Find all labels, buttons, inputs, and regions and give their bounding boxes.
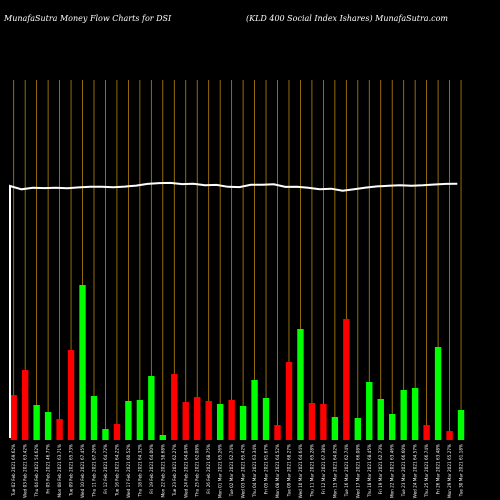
money-flow-bar: [251, 380, 258, 440]
money-flow-bar: [239, 406, 247, 440]
money-flow-bar: [274, 425, 281, 440]
money-flow-bar: [56, 419, 63, 440]
x-tick-label: Wed 17 Mar 2021 66.08%: [355, 444, 360, 498]
money-flow-bar: [102, 429, 109, 440]
x-tick-label: Tue 09 Mar 2021 68.27%: [286, 444, 291, 497]
chart-title-left: MunafaSutra Money Flow Charts for DSI: [3, 14, 172, 23]
x-tick-label: Wed 10 Feb 2021 67.45%: [80, 444, 85, 498]
x-tick-label: Mon 22 Feb 2021 58.68%: [160, 444, 165, 498]
money-flow-bar: [343, 319, 350, 440]
money-flow-bar: [400, 390, 407, 440]
money-flow-bars: [10, 285, 465, 440]
x-tick-label: Tue 23 Feb 2021 62.27%: [172, 444, 177, 497]
x-tick-label: Tue 02 Feb 2021 69.62%: [11, 444, 16, 497]
x-tick-label: Fri 12 Mar 2021 67.38%: [321, 444, 326, 494]
x-tick-label: Fri 05 Mar 2021 61.67%: [264, 444, 269, 494]
x-tick-label: Fri 19 Feb 2021 64.00%: [149, 444, 154, 494]
money-flow-bar: [205, 401, 212, 440]
x-tick-label: Mon 29 Mar 2021 65.27%: [447, 444, 452, 498]
x-tick-label: Tue 16 Mar 2021 62.74%: [344, 444, 349, 497]
x-tick-label: Mon 01 Mar 2021 65.26%: [218, 444, 223, 498]
money-flow-bar: [320, 404, 327, 440]
x-tick-label: Mon 15 Mar 2021 64.02%: [332, 444, 337, 498]
x-tick-label: Wed 03 Feb 2021 63.42%: [23, 444, 28, 498]
money-flow-bar: [457, 410, 465, 440]
chart-title-right: (KLD 400 Social Index Ishares) MunafaSut…: [246, 14, 448, 23]
x-tick-label: Thu 11 Feb 2021 67.26%: [91, 444, 96, 498]
money-flow-bar: [10, 395, 17, 440]
money-flow-bar: [79, 285, 86, 440]
money-flow-bar: [148, 376, 155, 440]
x-tick-label: Thu 11 Mar 2021 65.28%: [309, 444, 314, 498]
x-tick-label: Fri 19 Mar 2021 62.73%: [378, 444, 383, 494]
money-flow-bar: [159, 435, 167, 440]
money-flow-bar: [182, 402, 189, 440]
x-tick-label: Wed 03 Mar 2021 65.42%: [241, 444, 246, 498]
money-flow-bar: [216, 404, 224, 440]
money-flow-bar: [389, 414, 396, 440]
x-tick-label: Thu 04 Feb 2021 54.62%: [34, 444, 39, 498]
x-tick-label: Mon 08 Mar 2021 64.52%: [275, 444, 280, 498]
money-flow-bar: [44, 412, 52, 440]
x-tick-label: Tue 02 Mar 2021 62.74%: [229, 444, 234, 497]
x-tick-label: Fri 12 Feb 2021 64.72%: [103, 444, 108, 494]
x-tick-label: Thu 25 Mar 2021 66.74%: [424, 444, 429, 498]
x-axis-tick-labels: Tue 02 Feb 2021 69.62% Wed 03 Feb 2021 63…: [11, 444, 463, 498]
x-tick-label: Tue 23 Mar 2021 66.60%: [401, 444, 406, 497]
money-flow-bar: [434, 347, 442, 440]
money-flow-bar: [285, 362, 293, 440]
money-flow-bar: [366, 382, 373, 440]
x-tick-label: Mon 08 Feb 2021 63.71%: [57, 444, 62, 498]
x-tick-label: Thu 18 Mar 2021 68.45%: [367, 444, 372, 498]
x-tick-label: Thu 25 Feb 2021 62.08%: [195, 444, 200, 498]
money-flow-bar: [297, 329, 304, 440]
x-tick-label: Wed 24 Mar 2021 64.57%: [413, 444, 418, 498]
price-trend-line: [9, 181, 458, 438]
money-flow-bar: [21, 370, 29, 440]
money-flow-bar: [308, 403, 316, 440]
money-flow-bar: [136, 400, 144, 440]
gridlines: [13, 80, 462, 440]
money-flow-bar: [125, 401, 132, 440]
x-tick-label: Fri 05 Feb 2021 46.77%: [46, 444, 51, 494]
x-tick-label: Tue 30 Mar 2021 61.18%: [459, 444, 464, 497]
money-flow-bar: [90, 396, 98, 440]
x-tick-label: Tue 16 Feb 2021 64.22%: [114, 444, 119, 497]
money-flow-bar: [194, 397, 201, 440]
money-flow-bar: [354, 418, 361, 440]
money-flow-bar: [446, 431, 453, 440]
money-flow-bar: [33, 405, 40, 440]
x-tick-label: Fri 26 Feb 2021 68.75%: [206, 444, 211, 494]
money-flow-bar: [228, 400, 235, 440]
money-flow-bar: [171, 374, 178, 440]
money-flow-bar: [331, 417, 339, 440]
x-tick-label: Fri 26 Mar 2021 63.48%: [436, 444, 441, 494]
money-flow-bar: [377, 399, 384, 440]
x-tick-label: Thu 04 Mar 2021 63.34%: [252, 444, 257, 498]
money-flow-bar: [423, 425, 430, 440]
money-flow-bar: [262, 398, 270, 440]
x-tick-label: Mon 22 Mar 2021 63.46%: [390, 444, 395, 498]
x-tick-label: Tue 09 Feb 2021 65.73%: [69, 444, 74, 497]
x-tick-label: Wed 10 Mar 2021 64.64%: [298, 444, 303, 498]
x-tick-label: Thu 18 Feb 2021 64.32%: [137, 444, 142, 498]
money-flow-bar: [67, 350, 75, 440]
money-flow-bar: [113, 424, 121, 440]
x-tick-label: Wed 24 Feb 2021 64.04%: [183, 444, 188, 498]
x-tick-label: Wed 17 Feb 2021 60.52%: [126, 444, 131, 498]
money-flow-bar: [411, 388, 419, 440]
